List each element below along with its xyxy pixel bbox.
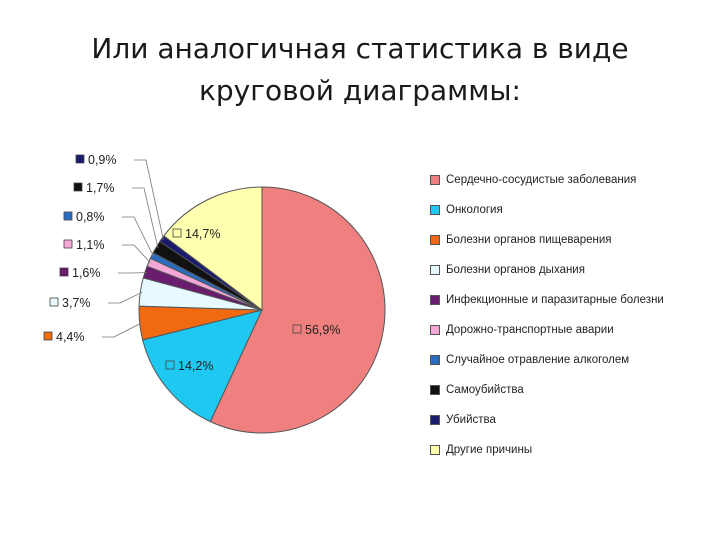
legend-label: Онкология — [446, 204, 503, 216]
data-label: 14,2% — [178, 359, 213, 373]
data-label: 0,8% — [76, 210, 105, 224]
data-label: 3,7% — [62, 296, 91, 310]
legend-item: Самоубийства — [430, 375, 710, 405]
leader-line — [102, 322, 142, 338]
legend-swatch — [430, 295, 440, 305]
data-label: 14,7% — [185, 227, 220, 241]
legend-label: Болезни органов дыхания — [446, 264, 585, 276]
chart-legend: Сердечно-сосудистые заболевания Онкология… — [430, 165, 710, 465]
legend-label: Другие причины — [446, 444, 533, 456]
data-label-swatch — [172, 228, 182, 238]
slide-title: Или аналогичная статистика в виде кругов… — [91, 32, 629, 107]
legend-label: Случайное отравление алкоголем — [446, 354, 630, 366]
data-label-swatch — [59, 267, 69, 277]
legend-swatch — [430, 325, 440, 335]
legend-item: Болезни органов дыхания — [430, 255, 710, 285]
leader-line — [134, 159, 164, 240]
legend-item: Убийства — [430, 405, 710, 435]
pie-slice — [209, 186, 386, 434]
legend-swatch — [430, 265, 440, 275]
data-label-swatch — [63, 239, 73, 249]
legend-label: Болезни органов пищеварения — [446, 234, 612, 246]
legend-label: Самоубийства — [446, 384, 524, 396]
data-label: 0,9% — [88, 153, 117, 167]
data-label: 56,9% — [305, 323, 340, 337]
data-label: 1,7% — [86, 181, 115, 195]
legend-swatch — [430, 385, 440, 395]
legend-swatch — [430, 415, 440, 425]
legend-item: Инфекционные и паразитарные болезни — [430, 285, 710, 315]
pie-slice — [142, 309, 263, 423]
data-label: 1,6% — [72, 266, 101, 280]
legend-swatch — [430, 355, 440, 365]
legend-label: Сердечно-сосудистые заболевания — [446, 174, 637, 186]
data-label-swatch — [75, 154, 85, 164]
legend-label: Инфекционные и паразитарные болезни — [446, 294, 664, 306]
legend-item: Сердечно-сосудистые заболевания — [430, 165, 710, 195]
data-label-swatch — [73, 182, 83, 192]
legend-swatch — [430, 205, 440, 215]
legend-label: Дорожно-транспортные аварии — [446, 324, 614, 336]
data-label: 1,1% — [76, 238, 105, 252]
leader-line — [122, 216, 154, 257]
legend-item: Случайное отравление алкоголем — [430, 345, 710, 375]
data-label-swatch — [43, 331, 53, 341]
data-label-swatch — [165, 360, 175, 370]
legend-swatch — [430, 175, 440, 185]
pie-slice — [163, 186, 263, 312]
legend-swatch — [430, 445, 440, 455]
legend-item: Онкология — [430, 195, 710, 225]
data-label-swatch — [63, 211, 73, 221]
legend-swatch — [430, 235, 440, 245]
data-label: 4,4% — [56, 330, 85, 344]
data-label-swatch — [292, 324, 302, 334]
leader-line — [132, 187, 159, 249]
data-label-swatch — [49, 297, 59, 307]
legend-item: Болезни органов пищеварения — [430, 225, 710, 255]
legend-item: Дорожно-транспортные аварии — [430, 315, 710, 345]
leader-line — [122, 244, 151, 264]
leader-line — [108, 291, 143, 304]
legend-item: Другие причины — [430, 435, 710, 465]
legend-label: Убийства — [446, 414, 496, 426]
